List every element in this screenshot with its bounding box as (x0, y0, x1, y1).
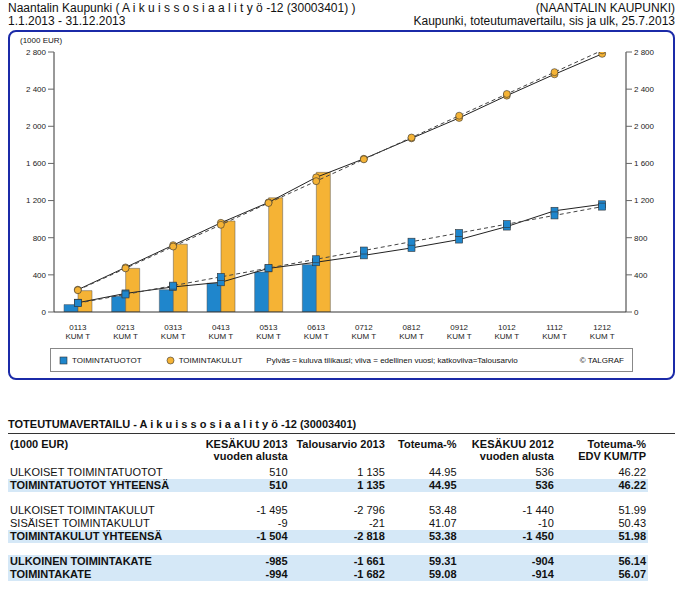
html-text:ULKOISET TOIMINTAKULUT: ULKOISET TOIMINTAKULUT (10, 504, 155, 516)
html-text:-1 661: -1 661 (353, 555, 385, 567)
svg-text:0213KUM T: 0213KUM T (113, 323, 138, 341)
html-text:59.31: 59.31 (429, 555, 457, 567)
svg-text:0113KUM T: 0113KUM T (65, 323, 90, 341)
svg-text:1112KUM T: 1112KUM T (542, 323, 567, 341)
html-text:TOIMINTAKULUT: TOIMINTAKULUT (178, 355, 243, 365)
svg-text:0712KUM T: 0712KUM T (351, 323, 376, 341)
html-text:ULKOINEN TOIMINTAKATE: ULKOINEN TOIMINTAKATE (10, 555, 152, 567)
svg-text:400: 400 (33, 271, 47, 280)
svg-text:1212KUM T: 1212KUM T (590, 323, 615, 341)
html-text:-2 796: -2 796 (353, 504, 385, 516)
html-text:Talousarvio 2013: Talousarvio 2013 (296, 438, 385, 450)
html-text:46.22: 46.22 (618, 479, 646, 491)
svg-text:1 600: 1 600 (634, 159, 655, 168)
svg-text:2 800: 2 800 (634, 48, 655, 57)
html-text:-1 682: -1 682 (353, 568, 385, 580)
html-text:Toteuma-% EDV KUM/TP: Toteuma-% EDV KUM/TP (578, 438, 646, 462)
html-text:-2 818: -2 818 (353, 530, 385, 542)
html-text:44.95: 44.95 (429, 479, 457, 491)
html-text:59.08: 59.08 (429, 568, 457, 580)
svg-text:0912KUM T: 0912KUM T (447, 323, 472, 341)
svg-text:0812KUM T: 0812KUM T (399, 323, 424, 341)
html-text:(NAANTALIN KAUPUNKI): (NAANTALIN KAUPUNKI) (535, 1, 675, 15)
svg-text:400: 400 (634, 271, 648, 280)
svg-text:800: 800 (634, 234, 648, 243)
svg-text:1012KUM T: 1012KUM T (494, 323, 519, 341)
svg-text:2 400: 2 400 (26, 85, 47, 94)
html-text:Pylväs = kuluva tilikausi; vii: Pylväs = kuluva tilikausi; viiva = edell… (266, 355, 518, 365)
html-text:-1 450: -1 450 (522, 530, 554, 542)
html-text:-914: -914 (531, 568, 554, 580)
svg-text:0413KUM T: 0413KUM T (208, 323, 233, 341)
svg-text:2 000: 2 000 (26, 122, 47, 131)
html-text:© TALGRAF: © TALGRAF (579, 355, 624, 365)
html-text:53.38: 53.38 (429, 530, 457, 542)
html-text:ULKOISET TOIMINTATUOTOT: ULKOISET TOIMINTATUOTOT (10, 466, 163, 478)
html-text:TOIMINTATUOTOT YHTEENSÄ: TOIMINTATUOTOT YHTEENSÄ (10, 479, 170, 491)
html-text:TOIMINTAKULUT YHTEENSÄ: TOIMINTAKULUT YHTEENSÄ (10, 530, 163, 542)
html-text:56.07: 56.07 (618, 568, 646, 580)
html-text:(1000 EUR): (1000 EUR) (20, 36, 63, 45)
html-text:Kaupunki, toteutumavertailu, s: Kaupunki, toteutumavertailu, sis ja ulk,… (413, 14, 675, 28)
html-text:TOIMINTAKATE: TOIMINTAKATE (10, 568, 92, 580)
html-text:536: 536 (535, 466, 554, 478)
svg-text:0513KUM T: 0513KUM T (256, 323, 281, 341)
html-text:(1000 EUR): (1000 EUR) (10, 438, 69, 450)
html-text:56.14: 56.14 (618, 555, 646, 567)
html-text:44.95: 44.95 (429, 466, 457, 478)
svg-text:1 200: 1 200 (26, 196, 47, 205)
svg-text:2 400: 2 400 (634, 85, 655, 94)
html-text:1 135: 1 135 (357, 466, 385, 478)
html-text:-10: -10 (537, 517, 554, 529)
html-text:1 135: 1 135 (357, 479, 385, 491)
svg-text:1 200: 1 200 (634, 196, 655, 205)
html-text:TOIMINTATUOTOT: TOIMINTATUOTOT (72, 355, 142, 365)
html-text:-9: -9 (277, 517, 288, 529)
svg-text:0313KUM T: 0313KUM T (161, 323, 186, 341)
html-text:-1 495: -1 495 (256, 504, 288, 516)
html-text:510: 510 (269, 466, 288, 478)
svg-text:0: 0 (42, 308, 47, 317)
html-text:-904: -904 (531, 555, 554, 567)
html-text:Naantalin Kaupunki ( A i k u i: Naantalin Kaupunki ( A i k u i s s o s i… (8, 1, 356, 15)
html-text:SISÄISET TOIMINTAKULUT: SISÄISET TOIMINTAKULUT (10, 517, 150, 529)
html-text:51.99: 51.99 (618, 504, 646, 516)
html-text:KESÄKUU 2013 vuoden alusta: KESÄKUU 2013 vuoden alusta (205, 438, 288, 462)
html-text:510: 510 (269, 479, 288, 491)
svg-text:2 000: 2 000 (634, 122, 655, 131)
html-text:41.07: 41.07 (429, 517, 457, 529)
html-text:-985: -985 (265, 555, 288, 567)
svg-text:2 800: 2 800 (26, 48, 47, 57)
html-text:50.43: 50.43 (618, 517, 646, 529)
html-text:53.48: 53.48 (429, 504, 457, 516)
svg-text:0: 0 (634, 308, 639, 317)
html-text:TOTEUTUMAVERTAILU - A i k u i: TOTEUTUMAVERTAILU - A i k u i s s o s i … (8, 418, 357, 430)
svg-text:1 600: 1 600 (26, 159, 47, 168)
svg-text:800: 800 (33, 234, 47, 243)
html-text:1.1.2013 - 31.12.2013: 1.1.2013 - 31.12.2013 (8, 14, 126, 28)
svg-text:0613KUM T: 0613KUM T (304, 323, 329, 341)
html-text:536: 536 (535, 479, 554, 491)
html-text:46.22: 46.22 (618, 466, 646, 478)
html-text:-21: -21 (368, 517, 385, 529)
html-text:KESÄKUU 2012 vuoden alusta: KESÄKUU 2012 vuoden alusta (471, 438, 554, 462)
html-text:Toteuma-%: Toteuma-% (398, 438, 457, 450)
html-text:-1 504: -1 504 (256, 530, 288, 542)
html-text:51.98: 51.98 (618, 530, 646, 542)
html-text:-1 440: -1 440 (522, 504, 554, 516)
html-text:-994: -994 (265, 568, 288, 580)
